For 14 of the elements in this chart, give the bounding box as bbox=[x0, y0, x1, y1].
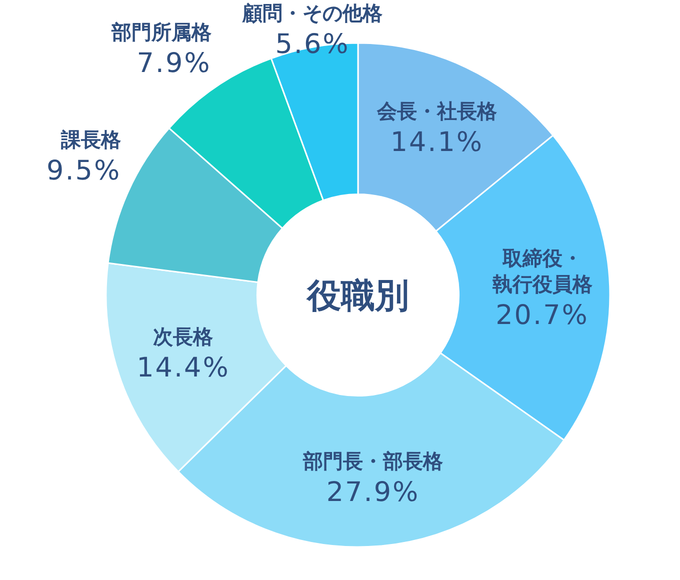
slice-label: 顧問・その他格 bbox=[242, 1, 384, 25]
data-label: 27.9% bbox=[326, 477, 420, 508]
data-label: 14.1% bbox=[390, 126, 484, 158]
data-label: 20.7% bbox=[496, 300, 589, 331]
slice-label: 取締役・執行役員格 bbox=[491, 246, 594, 296]
slice-label: 次長格 bbox=[153, 324, 214, 348]
text: 役職別 bbox=[306, 276, 409, 316]
slice-label: 部門長・部長格 bbox=[302, 449, 444, 474]
slice-label: 課長格 bbox=[60, 128, 122, 152]
data-label: 14.4% bbox=[136, 352, 230, 384]
slice-label: 会長・社長格 bbox=[376, 98, 498, 123]
slice-label: 部門所属格 bbox=[110, 20, 212, 44]
data-label: 7.9% bbox=[136, 48, 212, 80]
data-label: 9.5% bbox=[46, 156, 122, 187]
